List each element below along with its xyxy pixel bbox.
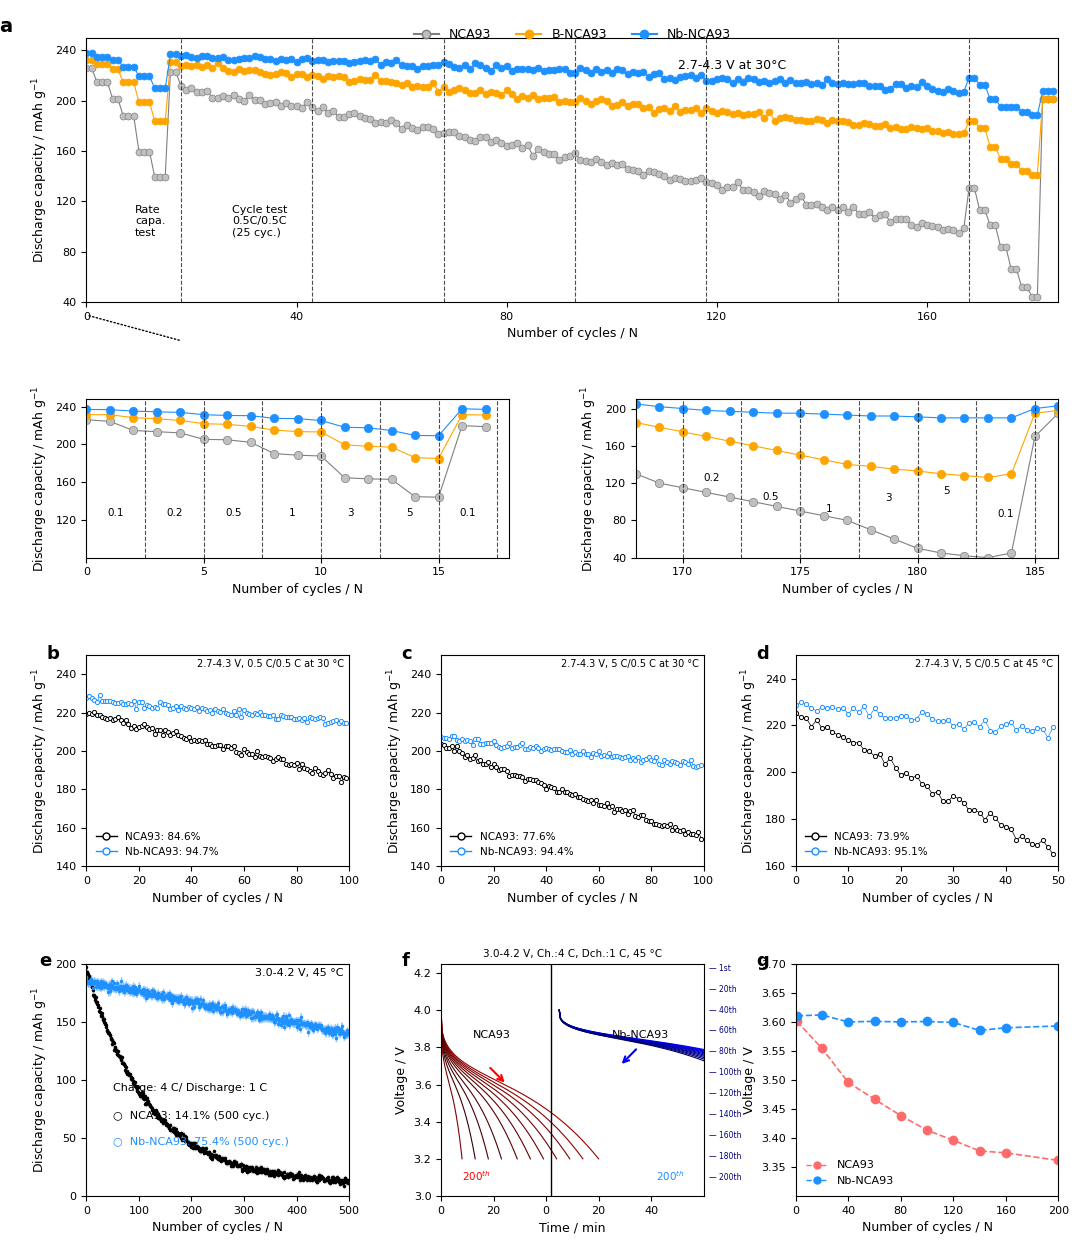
- Legend: NCA93: 77.6%, Nb-NCA93: 94.4%: NCA93: 77.6%, Nb-NCA93: 94.4%: [446, 827, 578, 861]
- Y-axis label: Discharge capacity / mAh g$^{-1}$: Discharge capacity / mAh g$^{-1}$: [30, 385, 50, 572]
- Y-axis label: Discharge capacity / mAh g$^{-1}$: Discharge capacity / mAh g$^{-1}$: [30, 77, 50, 263]
- Legend: NCA93, B-NCA93, Nb-NCA93: NCA93, B-NCA93, Nb-NCA93: [409, 23, 735, 45]
- Text: — 20th: — 20th: [708, 985, 737, 993]
- Text: 3: 3: [347, 509, 354, 517]
- Text: 3.0-4.2 V, Ch.:4 C, Dch.:1 C, 45 °C: 3.0-4.2 V, Ch.:4 C, Dch.:1 C, 45 °C: [483, 949, 662, 959]
- Text: 3: 3: [885, 494, 891, 504]
- X-axis label: Number of cycles / N: Number of cycles / N: [862, 891, 993, 904]
- Text: 0.5: 0.5: [225, 509, 242, 517]
- Legend: NCA93: 84.6%, Nb-NCA93: 94.7%: NCA93: 84.6%, Nb-NCA93: 94.7%: [92, 827, 222, 861]
- Text: 1: 1: [288, 509, 295, 517]
- Y-axis label: Discharge capacity / mAh g$^{-1}$: Discharge capacity / mAh g$^{-1}$: [580, 385, 599, 572]
- X-axis label: Time / min: Time / min: [539, 1221, 606, 1234]
- X-axis label: Number of cycles / N: Number of cycles / N: [782, 583, 913, 596]
- Text: — 1st: — 1st: [708, 963, 731, 973]
- X-axis label: Number of cycles / N: Number of cycles / N: [507, 327, 638, 340]
- Text: NCA93: NCA93: [473, 1030, 511, 1040]
- Text: g: g: [756, 952, 769, 971]
- Y-axis label: Discharge capacity / mAh g$^{-1}$: Discharge capacity / mAh g$^{-1}$: [384, 667, 405, 854]
- Text: 2.7-4.3 V at 30°C: 2.7-4.3 V at 30°C: [678, 59, 786, 73]
- Text: 200$^{th}$: 200$^{th}$: [462, 1170, 491, 1183]
- Y-axis label: Discharge capacity / mAh g$^{-1}$: Discharge capacity / mAh g$^{-1}$: [30, 987, 50, 1173]
- Text: Charge: 4 C/ Discharge: 1 C: Charge: 4 C/ Discharge: 1 C: [112, 1084, 267, 1094]
- X-axis label: Number of cycles / N: Number of cycles / N: [232, 583, 363, 596]
- Text: — 60th: — 60th: [708, 1026, 737, 1035]
- Text: b: b: [48, 645, 59, 662]
- Text: 0.2: 0.2: [166, 509, 183, 517]
- Text: ○  NCA93: 14.1% (500 cyc.): ○ NCA93: 14.1% (500 cyc.): [112, 1112, 269, 1122]
- Legend: NCA93: 73.9%, Nb-NCA93: 95.1%: NCA93: 73.9%, Nb-NCA93: 95.1%: [801, 827, 932, 861]
- Text: 0.1: 0.1: [108, 509, 124, 517]
- Legend: NCA93, Nb-NCA93: NCA93, Nb-NCA93: [801, 1156, 899, 1191]
- Text: c: c: [402, 645, 413, 662]
- Text: 0.1: 0.1: [460, 509, 476, 517]
- Text: e: e: [39, 952, 52, 971]
- Text: — 160th: — 160th: [708, 1131, 742, 1139]
- X-axis label: Number of cycles / N: Number of cycles / N: [152, 1221, 283, 1234]
- X-axis label: Number of cycles / N: Number of cycles / N: [507, 891, 638, 904]
- Text: Rate
capa.
test: Rate capa. test: [135, 205, 165, 238]
- Text: 2.7-4.3 V, 5 C/0.5 C at 30 °C: 2.7-4.3 V, 5 C/0.5 C at 30 °C: [561, 660, 699, 670]
- Text: Nb-NCA93: Nb-NCA93: [611, 1030, 669, 1040]
- Text: 0.5: 0.5: [762, 492, 779, 502]
- Text: 200$^{th}$: 200$^{th}$: [657, 1170, 686, 1183]
- Text: — 100th: — 100th: [708, 1069, 742, 1078]
- Text: 3.0-4.2 V, 45 °C: 3.0-4.2 V, 45 °C: [255, 968, 343, 978]
- Text: 5: 5: [406, 509, 413, 517]
- X-axis label: Number of cycles / N: Number of cycles / N: [152, 891, 283, 904]
- Text: d: d: [756, 645, 769, 662]
- Y-axis label: Voltage / V: Voltage / V: [395, 1046, 408, 1114]
- Text: — 40th: — 40th: [708, 1006, 737, 1015]
- Text: 0.2: 0.2: [704, 473, 720, 483]
- Text: 2.7-4.3 V, 5 C/0.5 C at 45 °C: 2.7-4.3 V, 5 C/0.5 C at 45 °C: [915, 660, 1053, 670]
- Text: — 200th: — 200th: [708, 1173, 742, 1182]
- Text: 1: 1: [826, 504, 833, 514]
- Text: 2.7-4.3 V, 0.5 C/0.5 C at 30 °C: 2.7-4.3 V, 0.5 C/0.5 C at 30 °C: [197, 660, 343, 670]
- Text: — 140th: — 140th: [708, 1110, 742, 1119]
- Text: — 120th: — 120th: [708, 1089, 741, 1098]
- Text: — 80th: — 80th: [708, 1047, 737, 1056]
- Y-axis label: Discharge capacity / mAh g$^{-1}$: Discharge capacity / mAh g$^{-1}$: [740, 667, 759, 854]
- Text: Cycle test
0.5C/0.5C
(25 cyc.): Cycle test 0.5C/0.5C (25 cyc.): [232, 205, 287, 238]
- Text: ○  Nb-NCA93: 75.4% (500 cyc.): ○ Nb-NCA93: 75.4% (500 cyc.): [112, 1137, 288, 1147]
- Text: f: f: [402, 952, 409, 971]
- Text: a: a: [0, 16, 12, 35]
- X-axis label: Number of cycles / N: Number of cycles / N: [862, 1221, 993, 1234]
- Y-axis label: Voltage / V: Voltage / V: [743, 1046, 756, 1114]
- Text: 0.1: 0.1: [997, 509, 1014, 519]
- Y-axis label: Discharge capacity / mAh g$^{-1}$: Discharge capacity / mAh g$^{-1}$: [30, 667, 50, 854]
- Text: 5: 5: [944, 486, 950, 496]
- Text: — 180th: — 180th: [708, 1152, 741, 1161]
